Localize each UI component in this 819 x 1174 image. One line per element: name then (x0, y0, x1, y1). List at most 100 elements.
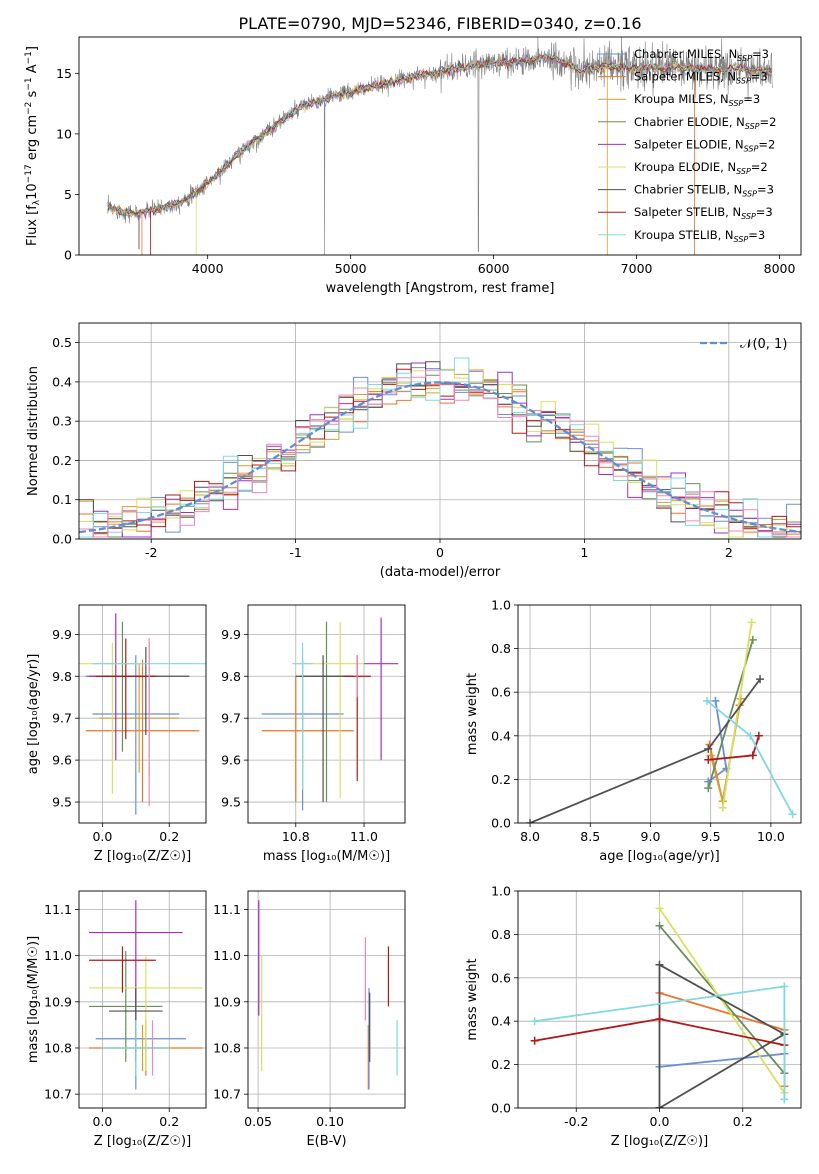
series-marker (748, 751, 757, 760)
x-axis-label: mass [log₁₀(M/M☉)] (263, 849, 390, 864)
legend-entry: Chabrier STELIB, NSSP=3 (634, 183, 774, 199)
axes-frame (78, 604, 207, 824)
panel-mass-Z: 0.0 0.2 10.7 10.8 10.9 11.0 11.1 Z [log₁₀(Z/Z☉)… (26, 890, 207, 1149)
y-tick-label: 10.9 (44, 994, 72, 1009)
model-line-7 (107, 53, 772, 217)
y-label-part: A (25, 64, 40, 77)
y-tick-label: 15 (56, 66, 72, 81)
series-marker (530, 1036, 539, 1045)
series-line-3 (658, 907, 786, 1094)
plot-area (526, 618, 797, 823)
errorbar-point (95, 638, 156, 740)
y-tick-label: 0.8 (491, 641, 511, 656)
legend-name: Salpeter ELODIE, N (634, 137, 744, 151)
plot-area (107, 37, 773, 255)
series-marker (788, 810, 797, 819)
y-tick-label: 11.1 (213, 902, 241, 917)
series-marker (655, 904, 664, 913)
x-tick-label: 10.0 (757, 829, 785, 844)
legend-entry: Kroupa MILES, NSSP=3 (634, 92, 760, 108)
x-tick-label: 10.8 (282, 829, 310, 844)
y-tick-label: 11.0 (44, 948, 72, 963)
series-line-4 (721, 622, 753, 808)
errorbar-point (89, 951, 163, 1062)
plot-area (89, 900, 203, 1090)
axes-frame (247, 604, 406, 824)
legend-nssp: =3 (756, 205, 773, 219)
errorbar-point (295, 621, 365, 798)
y-tick-label: 9.9 (221, 627, 241, 642)
y-tick-label: 9.7 (221, 711, 241, 726)
x-tick-label: -2 (145, 545, 157, 560)
y-tick-label: 11.0 (213, 948, 241, 963)
y-axis-label: Normed distribution (26, 366, 41, 496)
legend-nssp: =3 (743, 92, 760, 106)
y-tick-label: 10.8 (44, 1040, 72, 1055)
legend-nssp: =2 (751, 160, 768, 174)
series-marker (655, 921, 664, 930)
x-axis-label: Z [log₁₀(Z/Z☉)] (94, 849, 191, 864)
legend-name: Kroupa STELIB, N (634, 228, 734, 242)
y-tick-label: 9.5 (52, 795, 72, 810)
y-tick-label: 9.6 (221, 753, 241, 768)
errorbar-point (99, 663, 180, 773)
y-tick-label: 10.8 (213, 1040, 241, 1055)
legend-name: Chabrier MILES, N (634, 47, 737, 61)
series-marker (780, 982, 789, 991)
legend-sub: SSP (745, 122, 760, 131)
x-tick-label: 9.5 (701, 829, 721, 844)
legend-sub: SSP (736, 77, 751, 86)
errorbar-point (89, 613, 143, 761)
y-tick-label: 9.9 (52, 627, 72, 642)
y-label-part: erg cm (25, 115, 40, 164)
x-tick-label: 0.0 (92, 1114, 112, 1129)
y-tick-label: 0 (64, 248, 72, 263)
x-tick-label: 0.05 (244, 1114, 272, 1129)
series-line-1 (659, 992, 786, 1087)
axes-frame (517, 890, 802, 1109)
errorbar-point (85, 659, 200, 803)
series-line-7 (706, 700, 794, 815)
panel-weight-age: 8.0 8.5 9.0 9.5 10.0 0.0 0.2 0.4 0.6 0.8 1.0 age [l… (465, 598, 802, 864)
series-marker (704, 784, 713, 793)
y-tick-label: 0.4 (52, 374, 72, 389)
y-label-part: −1 (24, 77, 34, 90)
legend-sub: SSP (729, 99, 744, 108)
x-axis-label: E(B-V) (306, 1134, 346, 1149)
y-tick-label: 0.0 (491, 1101, 511, 1116)
errorbar-point (92, 655, 180, 815)
series-marker (780, 1095, 789, 1104)
legend-sub: SSP (734, 235, 749, 244)
legend-nssp: =3 (757, 183, 774, 197)
y-tick-label: 0.1 (52, 492, 72, 507)
x-tick-label: 9.0 (641, 829, 661, 844)
y-tick-label: 9.7 (52, 711, 72, 726)
legend-name: Kroupa MILES, N (634, 92, 729, 106)
x-axis-label: wavelength [Angstrom, rest frame] (326, 281, 555, 296)
errorbar-point (364, 617, 399, 761)
series-marker (748, 635, 757, 644)
series-marker (747, 618, 756, 627)
y-tick-label: 1.0 (491, 884, 511, 899)
y-tick-label: 9.8 (221, 669, 241, 684)
axes-frame (78, 36, 802, 256)
legend-name: Salpeter STELIB, N (634, 205, 741, 219)
x-tick-label: 11.0 (350, 829, 378, 844)
x-tick-label: 0.0 (650, 1114, 670, 1129)
x-tick-label: -0.2 (564, 1114, 588, 1129)
panel-weight-Z: -0.2 0.0 0.2 0.0 0.2 0.4 0.6 0.8 1.0 Z [log₁₀(Z/Z… (465, 884, 802, 1149)
x-axis-label: Z [log₁₀(Z/Z☉)] (94, 1134, 191, 1149)
y-tick-label: 9.8 (52, 669, 72, 684)
y-label-part: 10 (25, 183, 40, 200)
figure-title: PLATE=0790, MJD=52346, FIBERID=0340, z=0… (238, 14, 641, 33)
legend-entry: Chabrier ELODIE, NSSP=2 (634, 115, 776, 131)
series-marker (530, 1017, 539, 1026)
legend-nssp: =2 (760, 115, 777, 129)
errorbar-point (295, 655, 354, 803)
panel-spectrum: 4000 5000 6000 7000 8000 0 5 10 15 wavelength [An… (24, 36, 802, 296)
series-marker (754, 731, 763, 740)
axes-frame (247, 890, 406, 1109)
y-tick-label: 11.1 (44, 902, 72, 917)
